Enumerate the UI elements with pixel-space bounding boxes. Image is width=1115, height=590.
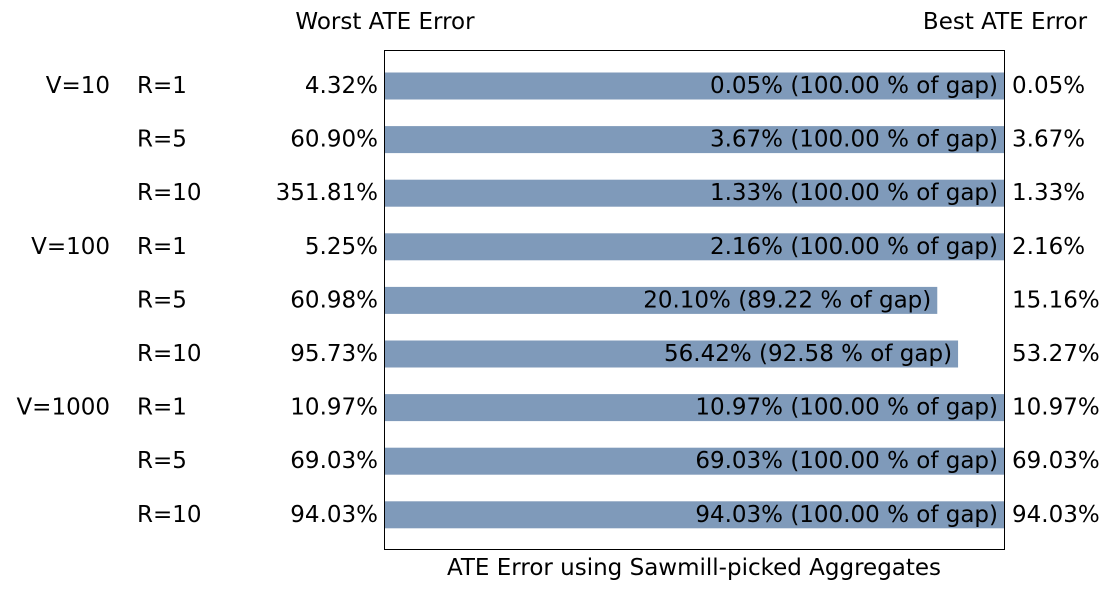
- worst-value: 94.03%: [290, 502, 378, 528]
- repeat-label: R=10: [137, 341, 202, 367]
- worst-value: 95.73%: [290, 341, 378, 367]
- best-value: 53.27%: [1012, 341, 1100, 367]
- bar-value-label: 2.16% (100.00 % of gap): [710, 234, 998, 260]
- bar-value-label: 10.97% (100.00 % of gap): [695, 395, 998, 421]
- best-value: 10.97%: [1012, 395, 1100, 421]
- bar-value-label: 0.05% (100.00 % of gap): [710, 73, 998, 99]
- repeat-label: R=5: [137, 127, 187, 153]
- bar-value-label: 94.03% (100.00 % of gap): [695, 502, 998, 528]
- group-label: V=100: [31, 234, 110, 260]
- best-value: 69.03%: [1012, 448, 1100, 474]
- best-value: 3.67%: [1012, 127, 1085, 153]
- bar-value-label: 20.10% (89.22 % of gap): [643, 287, 931, 313]
- repeat-label: R=10: [137, 180, 202, 206]
- group-label: V=1000: [16, 395, 110, 421]
- header-best: Best ATE Error: [923, 9, 1088, 35]
- plot-frame: [384, 50, 1005, 550]
- worst-value: 60.98%: [290, 287, 378, 313]
- best-value: 1.33%: [1012, 180, 1085, 206]
- gap-bar: [385, 394, 1004, 422]
- gap-bar: [385, 447, 1004, 475]
- bar-value-label: 1.33% (100.00 % of gap): [710, 180, 998, 206]
- best-value: 0.05%: [1012, 73, 1085, 99]
- bar-value-label: 56.42% (92.58 % of gap): [664, 341, 952, 367]
- repeat-label: R=5: [137, 287, 187, 313]
- best-value: 2.16%: [1012, 234, 1085, 260]
- repeat-label: R=1: [137, 234, 187, 260]
- repeat-label: R=5: [137, 448, 187, 474]
- gap-bar: [385, 501, 1004, 529]
- x-axis-label: ATE Error using Sawmill-picked Aggregate…: [447, 555, 941, 581]
- worst-value: 10.97%: [290, 395, 378, 421]
- gap-bar: [385, 286, 938, 314]
- worst-value: 4.32%: [305, 73, 378, 99]
- worst-value: 5.25%: [305, 234, 378, 260]
- repeat-label: R=1: [137, 395, 187, 421]
- chart-rows: V=10 R=1 4.32% 0.05% (100.00 % of gap) 0.05%…: [16, 72, 1100, 529]
- best-value: 15.16%: [1012, 287, 1100, 313]
- worst-value: 69.03%: [290, 448, 378, 474]
- worst-value: 351.81%: [276, 180, 378, 206]
- header-worst: Worst ATE Error: [295, 9, 475, 35]
- bar-value-label: 3.67% (100.00 % of gap): [710, 127, 998, 153]
- bar-value-label: 69.03% (100.00 % of gap): [695, 448, 998, 474]
- gap-bar: [385, 72, 1004, 100]
- gap-bar: [385, 233, 1004, 261]
- best-value: 94.03%: [1012, 502, 1100, 528]
- worst-value: 60.90%: [290, 127, 378, 153]
- repeat-label: R=1: [137, 73, 187, 99]
- gap-bar: [385, 340, 959, 368]
- repeat-label: R=10: [137, 502, 202, 528]
- gap-bar: [385, 179, 1004, 207]
- gap-bar: [385, 126, 1004, 154]
- group-label: V=10: [46, 73, 110, 99]
